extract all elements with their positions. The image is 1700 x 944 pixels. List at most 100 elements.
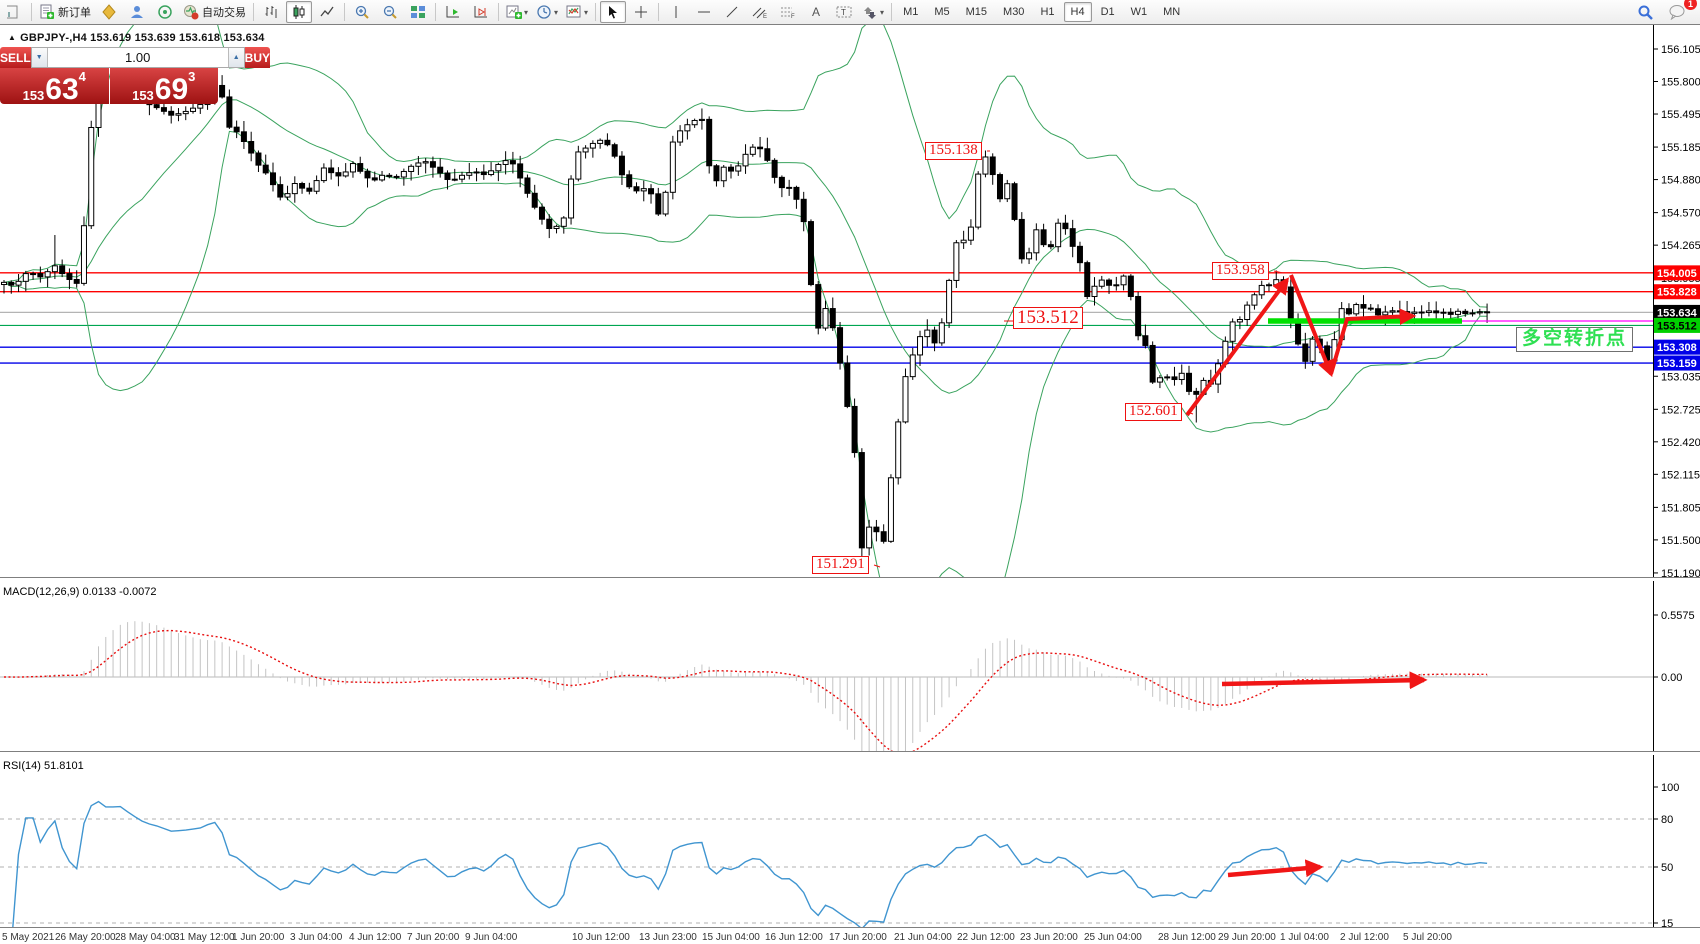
thick-green-trendline[interactable] <box>1268 318 1462 324</box>
rsi-label: RSI(14) 51.8101 <box>3 760 84 772</box>
red-zigzag-arrow[interactable] <box>1329 308 1417 375</box>
cursor-tool[interactable] <box>600 1 627 23</box>
rsi-pane[interactable]: 1008050150RSI(14) 51.8101 <box>0 755 1700 927</box>
price-tag-154.005 <box>1654 265 1700 281</box>
sell-price-base: 153 <box>22 88 45 103</box>
zoom-out-icon[interactable] <box>377 1 403 23</box>
timeframes-button[interactable]: ▾ <box>533 1 561 23</box>
price-tick-label: 155.495 <box>1661 109 1700 121</box>
fibonacci-tool[interactable]: F <box>775 1 801 23</box>
new-chart-button[interactable]: ▾ <box>503 1 531 23</box>
price-tick-label: 155.800 <box>1661 77 1700 89</box>
accounts-icon[interactable] <box>124 1 150 23</box>
timeframe-D1[interactable]: D1 <box>1100 6 1115 18</box>
bar-chart-mode-icon[interactable] <box>258 1 284 23</box>
timeframe-M5[interactable]: M5 <box>934 6 950 18</box>
symbol-icon: ▲ <box>8 33 17 42</box>
timeframe-M1[interactable]: M1 <box>903 6 919 18</box>
crosshair-tool[interactable] <box>628 1 654 23</box>
price-annotation-152.601[interactable]: 152.601 <box>1125 403 1182 421</box>
price-annotation-155.138[interactable]: 155.138 <box>925 142 982 160</box>
arrows-tool[interactable]: ▾ <box>859 1 887 23</box>
timeframe-H1[interactable]: H1 <box>1040 6 1055 18</box>
rsi-axis-label: 50 <box>1661 862 1673 874</box>
volume-increase-button[interactable]: ▲ <box>227 48 244 67</box>
macd-signal-line[interactable] <box>4 629 1488 751</box>
trendline-tool[interactable] <box>719 1 745 23</box>
timeframe-H4[interactable]: H4 <box>1063 2 1092 22</box>
price-tick-label: 151.190 <box>1661 568 1700 577</box>
symbol-info: ▲ GBPJPY-,H4 153.619 153.639 153.618 153.… <box>8 32 265 44</box>
timeframe-W1[interactable]: W1 <box>1130 6 1148 18</box>
separator <box>344 3 345 21</box>
zoom-in-icon[interactable] <box>349 1 375 23</box>
sell-price-pip: 4 <box>78 69 86 84</box>
new-order-label: 新订单 <box>58 7 91 19</box>
turning-point-note[interactable]: 多空转折点 <box>1516 327 1634 352</box>
time-axis-label: 3 Jun 04:00 <box>290 932 343 943</box>
time-axis-label: 25 Jun 04:00 <box>1084 932 1142 943</box>
price-tick-label: 152.725 <box>1661 404 1700 416</box>
price-tick-label: 151.805 <box>1661 502 1700 514</box>
volume-decrease-button[interactable]: ▼ <box>31 48 48 67</box>
new-order-button[interactable]: 新订单 <box>36 1 94 23</box>
price-tick-label: 152.115 <box>1661 469 1700 481</box>
rsi-red-arrow[interactable] <box>1227 859 1324 878</box>
price-tick-label: 154.265 <box>1661 240 1700 252</box>
time-axis-label: 23 Jun 20:00 <box>1020 932 1078 943</box>
separator <box>658 3 660 21</box>
rsi-axis-label: 80 <box>1661 814 1673 826</box>
search-icon[interactable] <box>1632 1 1658 23</box>
time-axis-label: 1 Jun 20:00 <box>232 932 285 943</box>
dropdown-caret: ▾ <box>524 7 529 17</box>
timeframe-M30[interactable]: M30 <box>1003 6 1025 18</box>
time-axis-label: 1 Jul 04:00 <box>1280 932 1329 943</box>
buy-button[interactable]: BUY <box>244 47 271 68</box>
timeframe-MN[interactable]: MN <box>1163 6 1181 18</box>
time-axis-label: 29 Jun 20:00 <box>1218 932 1276 943</box>
price-pane[interactable]: 156.105 155.800 155.495 155.185 154.880 154.5… <box>0 25 1700 577</box>
text-label-tool[interactable]: T <box>831 1 857 23</box>
price-annotation-153.512[interactable]: 153.512 <box>1013 307 1083 329</box>
sell-button[interactable]: SELL <box>0 47 31 68</box>
line-chart-mode-icon[interactable] <box>314 1 340 23</box>
volume-input[interactable] <box>47 48 228 67</box>
price-tag-text: 154.005 <box>1657 268 1697 280</box>
buy-price[interactable]: 153 69 3 <box>109 68 218 104</box>
svg-text:F: F <box>791 14 795 19</box>
red-zigzag-arrow[interactable] <box>1289 274 1334 378</box>
time-axis[interactable]: 5 May 2021 26 May 20:00 28 May 04:00 31 May… <box>0 929 1700 944</box>
time-axis-label: 15 Jun 04:00 <box>702 932 760 943</box>
price-tag-text: 153.512 <box>1657 320 1697 332</box>
text-tool[interactable]: A <box>812 5 821 19</box>
autotrading-button[interactable]: 自动交易 <box>180 1 249 23</box>
tile-windows-icon[interactable] <box>405 1 431 23</box>
window-icon[interactable] <box>1 1 27 23</box>
price-tag-text: 153.159 <box>1657 358 1697 370</box>
channel-tool[interactable]: E <box>747 1 773 23</box>
notifications-icon[interactable]: 1 <box>1665 0 1697 23</box>
svg-text:T: T <box>841 8 846 17</box>
indicators-button[interactable]: ▾ <box>563 1 591 23</box>
time-axis-label: 28 May 04:00 <box>115 932 176 943</box>
pane-separator[interactable] <box>0 927 1700 929</box>
rsi-axis-label: 15 <box>1661 918 1673 927</box>
sell-price[interactable]: 153 63 4 <box>0 68 109 104</box>
rsi-line[interactable] <box>11 800 1488 927</box>
vertical-line-tool[interactable] <box>663 1 689 23</box>
one-click-trading-panel: SELL ▼ ▲ BUY 153 63 4 153 69 3 <box>0 47 271 104</box>
red-zigzag-arrow[interactable] <box>1185 277 1289 417</box>
auto-scroll-icon[interactable] <box>440 1 466 23</box>
price-annotation-151.291[interactable]: 151.291 <box>812 556 869 574</box>
price-tag-text: 153.828 <box>1657 287 1697 299</box>
signals-icon[interactable] <box>152 1 178 23</box>
styler-icon[interactable] <box>96 1 122 23</box>
macd-red-arrow[interactable] <box>1221 671 1428 690</box>
chart-shift-icon[interactable] <box>468 1 494 23</box>
timeframe-M15[interactable]: M15 <box>965 6 988 18</box>
candlestick-mode-icon[interactable] <box>286 1 312 23</box>
horizontal-line-tool[interactable] <box>691 1 717 23</box>
price-annotation-153.958[interactable]: 153.958 <box>1212 262 1269 280</box>
sell-price-main: 63 <box>45 72 79 106</box>
